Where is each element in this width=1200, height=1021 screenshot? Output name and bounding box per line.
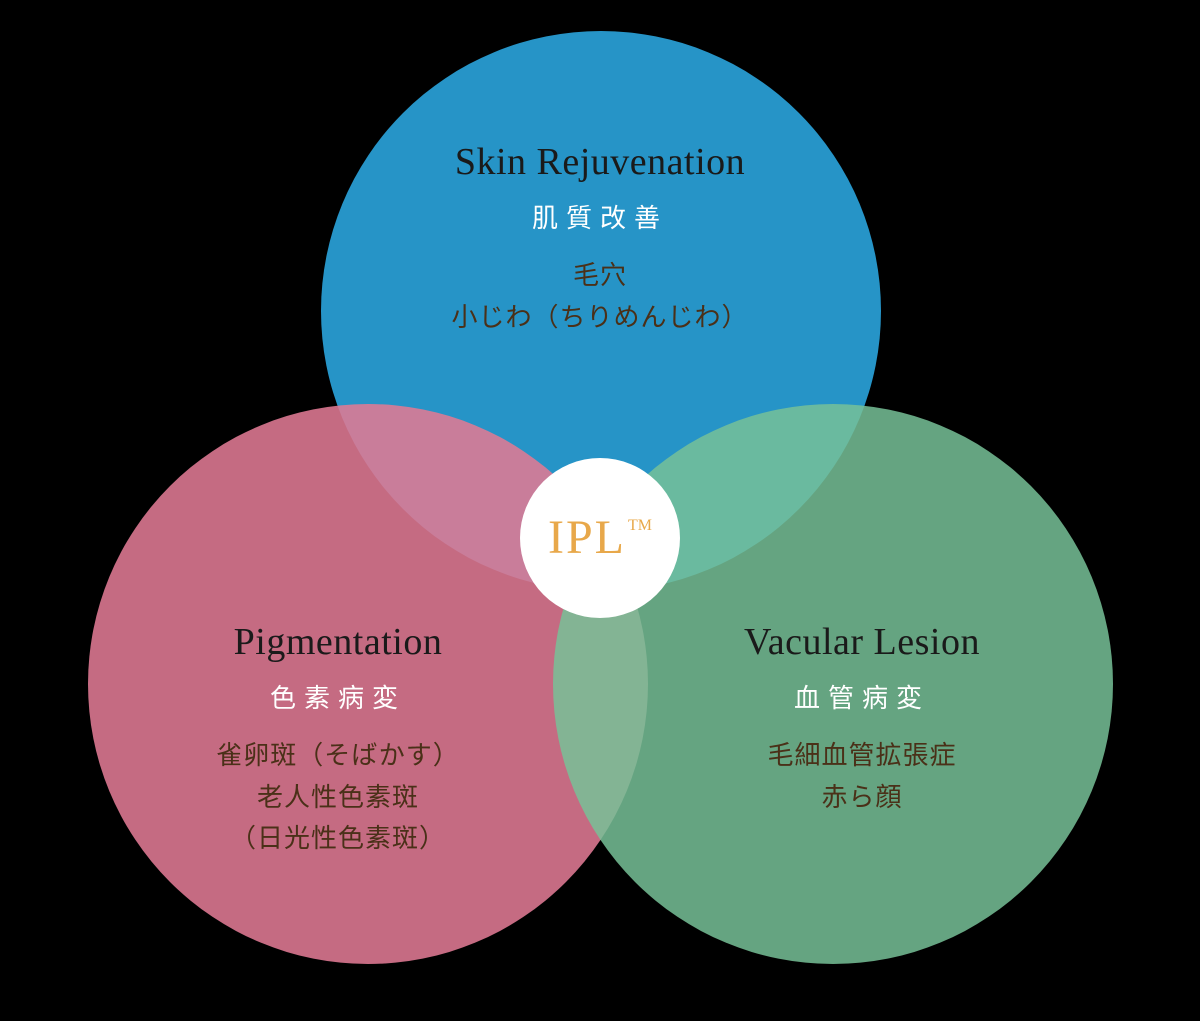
title-jp: 血管病変 — [652, 678, 1072, 715]
center-badge: IPL TM — [520, 458, 680, 618]
detail-line: 雀卵斑（そばかす） — [128, 735, 548, 777]
title-en: Pigmentation — [128, 620, 548, 664]
details: 毛細血管拡張症 赤ら顔 — [652, 735, 1072, 818]
detail-line: 小じわ（ちりめんじわ） — [390, 297, 810, 339]
detail-line: 毛細血管拡張症 — [652, 735, 1072, 777]
title-jp: 色素病変 — [128, 678, 548, 715]
title-jp: 肌質改善 — [390, 198, 810, 235]
title-en: Vacular Lesion — [652, 620, 1072, 664]
details: 毛穴 小じわ（ちりめんじわ） — [390, 255, 810, 338]
label-skin-rejuvenation: Skin Rejuvenation 肌質改善 毛穴 小じわ（ちりめんじわ） — [390, 140, 810, 338]
center-tm: TM — [628, 518, 652, 534]
details: 雀卵斑（そばかす） 老人性色素斑 （日光性色素斑） — [128, 735, 548, 860]
detail-line: （日光性色素斑） — [128, 818, 548, 860]
venn-diagram: IPL TM Skin Rejuvenation 肌質改善 毛穴 小じわ（ちりめ… — [0, 0, 1200, 1021]
title-en: Skin Rejuvenation — [390, 140, 810, 184]
center-label: IPL TM — [548, 514, 652, 562]
detail-line: 赤ら顔 — [652, 777, 1072, 819]
label-vascular-lesion: Vacular Lesion 血管病変 毛細血管拡張症 赤ら顔 — [652, 620, 1072, 818]
detail-line: 老人性色素斑 — [128, 777, 548, 819]
detail-line: 毛穴 — [390, 255, 810, 297]
label-pigmentation: Pigmentation 色素病変 雀卵斑（そばかす） 老人性色素斑 （日光性色… — [128, 620, 548, 860]
center-text: IPL — [548, 514, 626, 562]
